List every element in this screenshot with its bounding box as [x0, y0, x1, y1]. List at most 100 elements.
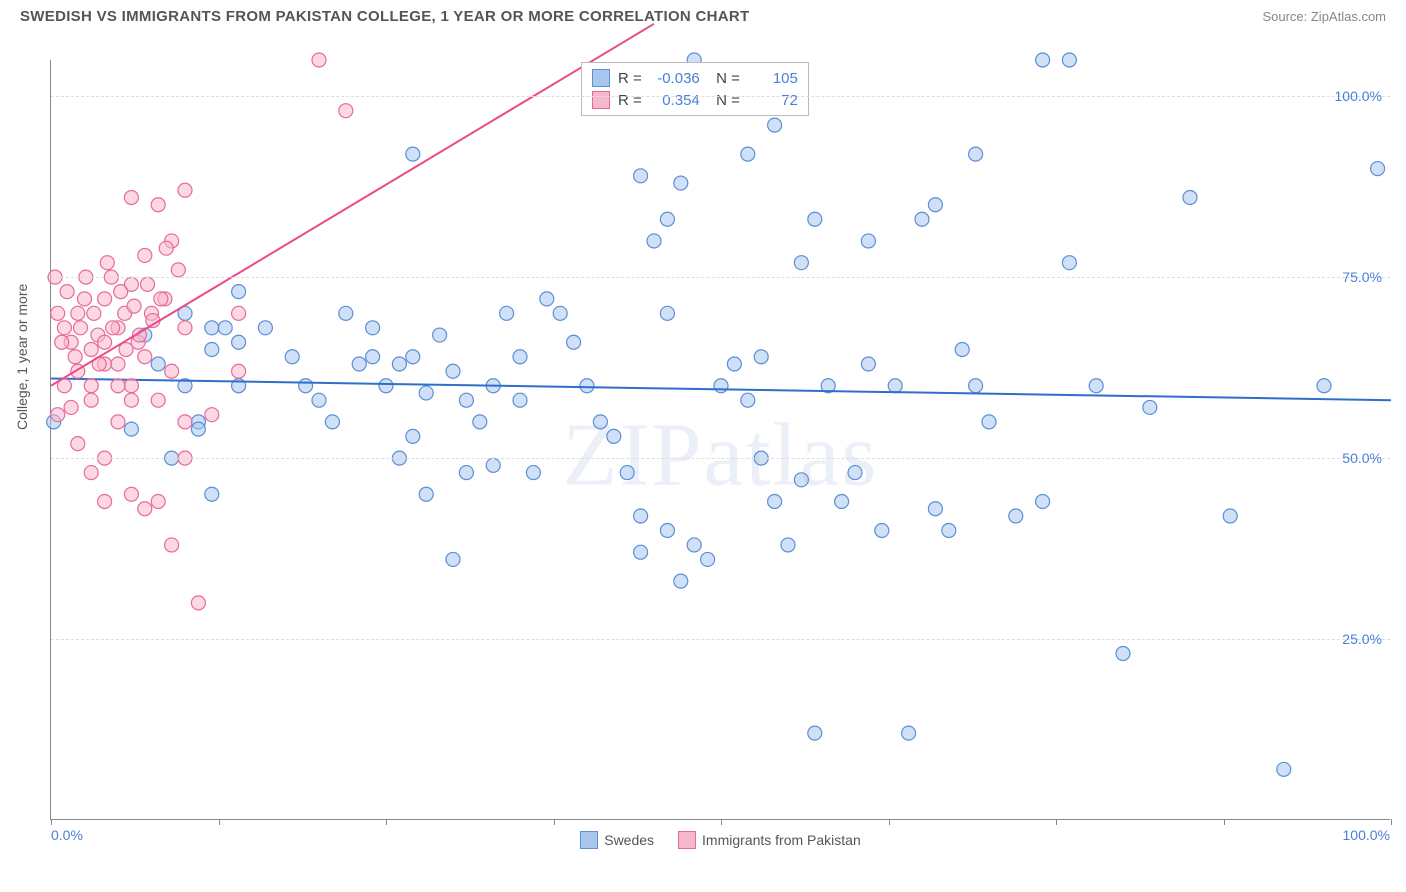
data-point: [51, 306, 65, 320]
data-point: [1116, 647, 1130, 661]
data-point: [848, 466, 862, 480]
y-tick-label: 25.0%: [1342, 631, 1382, 647]
data-point: [620, 466, 634, 480]
stat-r-value: -0.036: [650, 70, 700, 87]
data-point: [634, 169, 648, 183]
data-point: [580, 379, 594, 393]
data-point: [138, 350, 152, 364]
regression-line: [51, 24, 654, 386]
legend-swatch: [678, 831, 696, 849]
data-point: [607, 429, 621, 443]
data-point: [982, 415, 996, 429]
data-point: [741, 147, 755, 161]
data-point: [526, 466, 540, 480]
x-tick-label: 100.0%: [1343, 827, 1390, 843]
data-point: [794, 256, 808, 270]
scatter-plot-svg: [51, 60, 1390, 819]
data-point: [87, 306, 101, 320]
data-point: [861, 357, 875, 371]
data-point: [861, 234, 875, 248]
data-point: [1143, 400, 1157, 414]
data-point: [902, 726, 916, 740]
data-point: [660, 306, 674, 320]
data-point: [205, 343, 219, 357]
stats-row: R =0.354 N =72: [592, 89, 798, 111]
data-point: [513, 350, 527, 364]
data-point: [151, 393, 165, 407]
data-point: [165, 364, 179, 378]
data-point: [459, 466, 473, 480]
data-point: [446, 552, 460, 566]
data-point: [205, 487, 219, 501]
gridline: [51, 96, 1390, 97]
data-point: [84, 379, 98, 393]
data-point: [942, 523, 956, 537]
data-point: [171, 263, 185, 277]
data-point: [928, 198, 942, 212]
stat-r-value: 0.354: [650, 92, 700, 109]
legend-label: Immigrants from Pakistan: [702, 832, 861, 848]
data-point: [140, 277, 154, 291]
chart-title: SWEDISH VS IMMIGRANTS FROM PAKISTAN COLL…: [20, 8, 750, 25]
data-point: [124, 393, 138, 407]
data-point: [71, 437, 85, 451]
data-point: [312, 53, 326, 67]
data-point: [674, 176, 688, 190]
data-point: [406, 429, 420, 443]
gridline: [51, 277, 1390, 278]
data-point: [875, 523, 889, 537]
stat-r-label: R =: [618, 92, 642, 109]
data-point: [701, 552, 715, 566]
data-point: [433, 328, 447, 342]
x-tick-mark: [889, 819, 890, 825]
data-point: [1371, 162, 1385, 176]
data-point: [754, 350, 768, 364]
data-point: [969, 379, 983, 393]
data-point: [114, 285, 128, 299]
data-point: [660, 212, 674, 226]
data-point: [100, 256, 114, 270]
data-point: [205, 321, 219, 335]
stat-n-label: N =: [708, 70, 740, 87]
x-tick-mark: [1056, 819, 1057, 825]
y-axis-label: College, 1 year or more: [14, 284, 30, 430]
data-point: [325, 415, 339, 429]
data-point: [794, 473, 808, 487]
data-point: [768, 118, 782, 132]
data-point: [553, 306, 567, 320]
data-point: [71, 306, 85, 320]
data-point: [73, 321, 87, 335]
data-point: [55, 335, 69, 349]
data-point: [741, 393, 755, 407]
data-point: [647, 234, 661, 248]
legend-item: Immigrants from Pakistan: [678, 831, 861, 849]
data-point: [299, 379, 313, 393]
data-point: [500, 306, 514, 320]
data-point: [1062, 53, 1076, 67]
data-point: [178, 415, 192, 429]
data-point: [124, 422, 138, 436]
data-point: [84, 343, 98, 357]
data-point: [232, 335, 246, 349]
data-point: [1062, 256, 1076, 270]
data-point: [419, 487, 433, 501]
x-tick-mark: [1224, 819, 1225, 825]
data-point: [111, 357, 125, 371]
chart-area: ZIPatlas R =-0.036 N =105R =0.354 N =72 …: [50, 60, 1390, 820]
stats-legend-box: R =-0.036 N =105R =0.354 N =72: [581, 62, 809, 116]
data-point: [138, 248, 152, 262]
data-point: [232, 364, 246, 378]
y-tick-label: 50.0%: [1342, 450, 1382, 466]
data-point: [339, 306, 353, 320]
data-point: [84, 393, 98, 407]
gridline: [51, 639, 1390, 640]
data-point: [808, 726, 822, 740]
data-point: [258, 321, 272, 335]
data-point: [1036, 495, 1050, 509]
data-point: [151, 198, 165, 212]
data-point: [154, 292, 168, 306]
gridline: [51, 458, 1390, 459]
data-point: [312, 393, 326, 407]
data-point: [124, 487, 138, 501]
data-point: [459, 393, 473, 407]
